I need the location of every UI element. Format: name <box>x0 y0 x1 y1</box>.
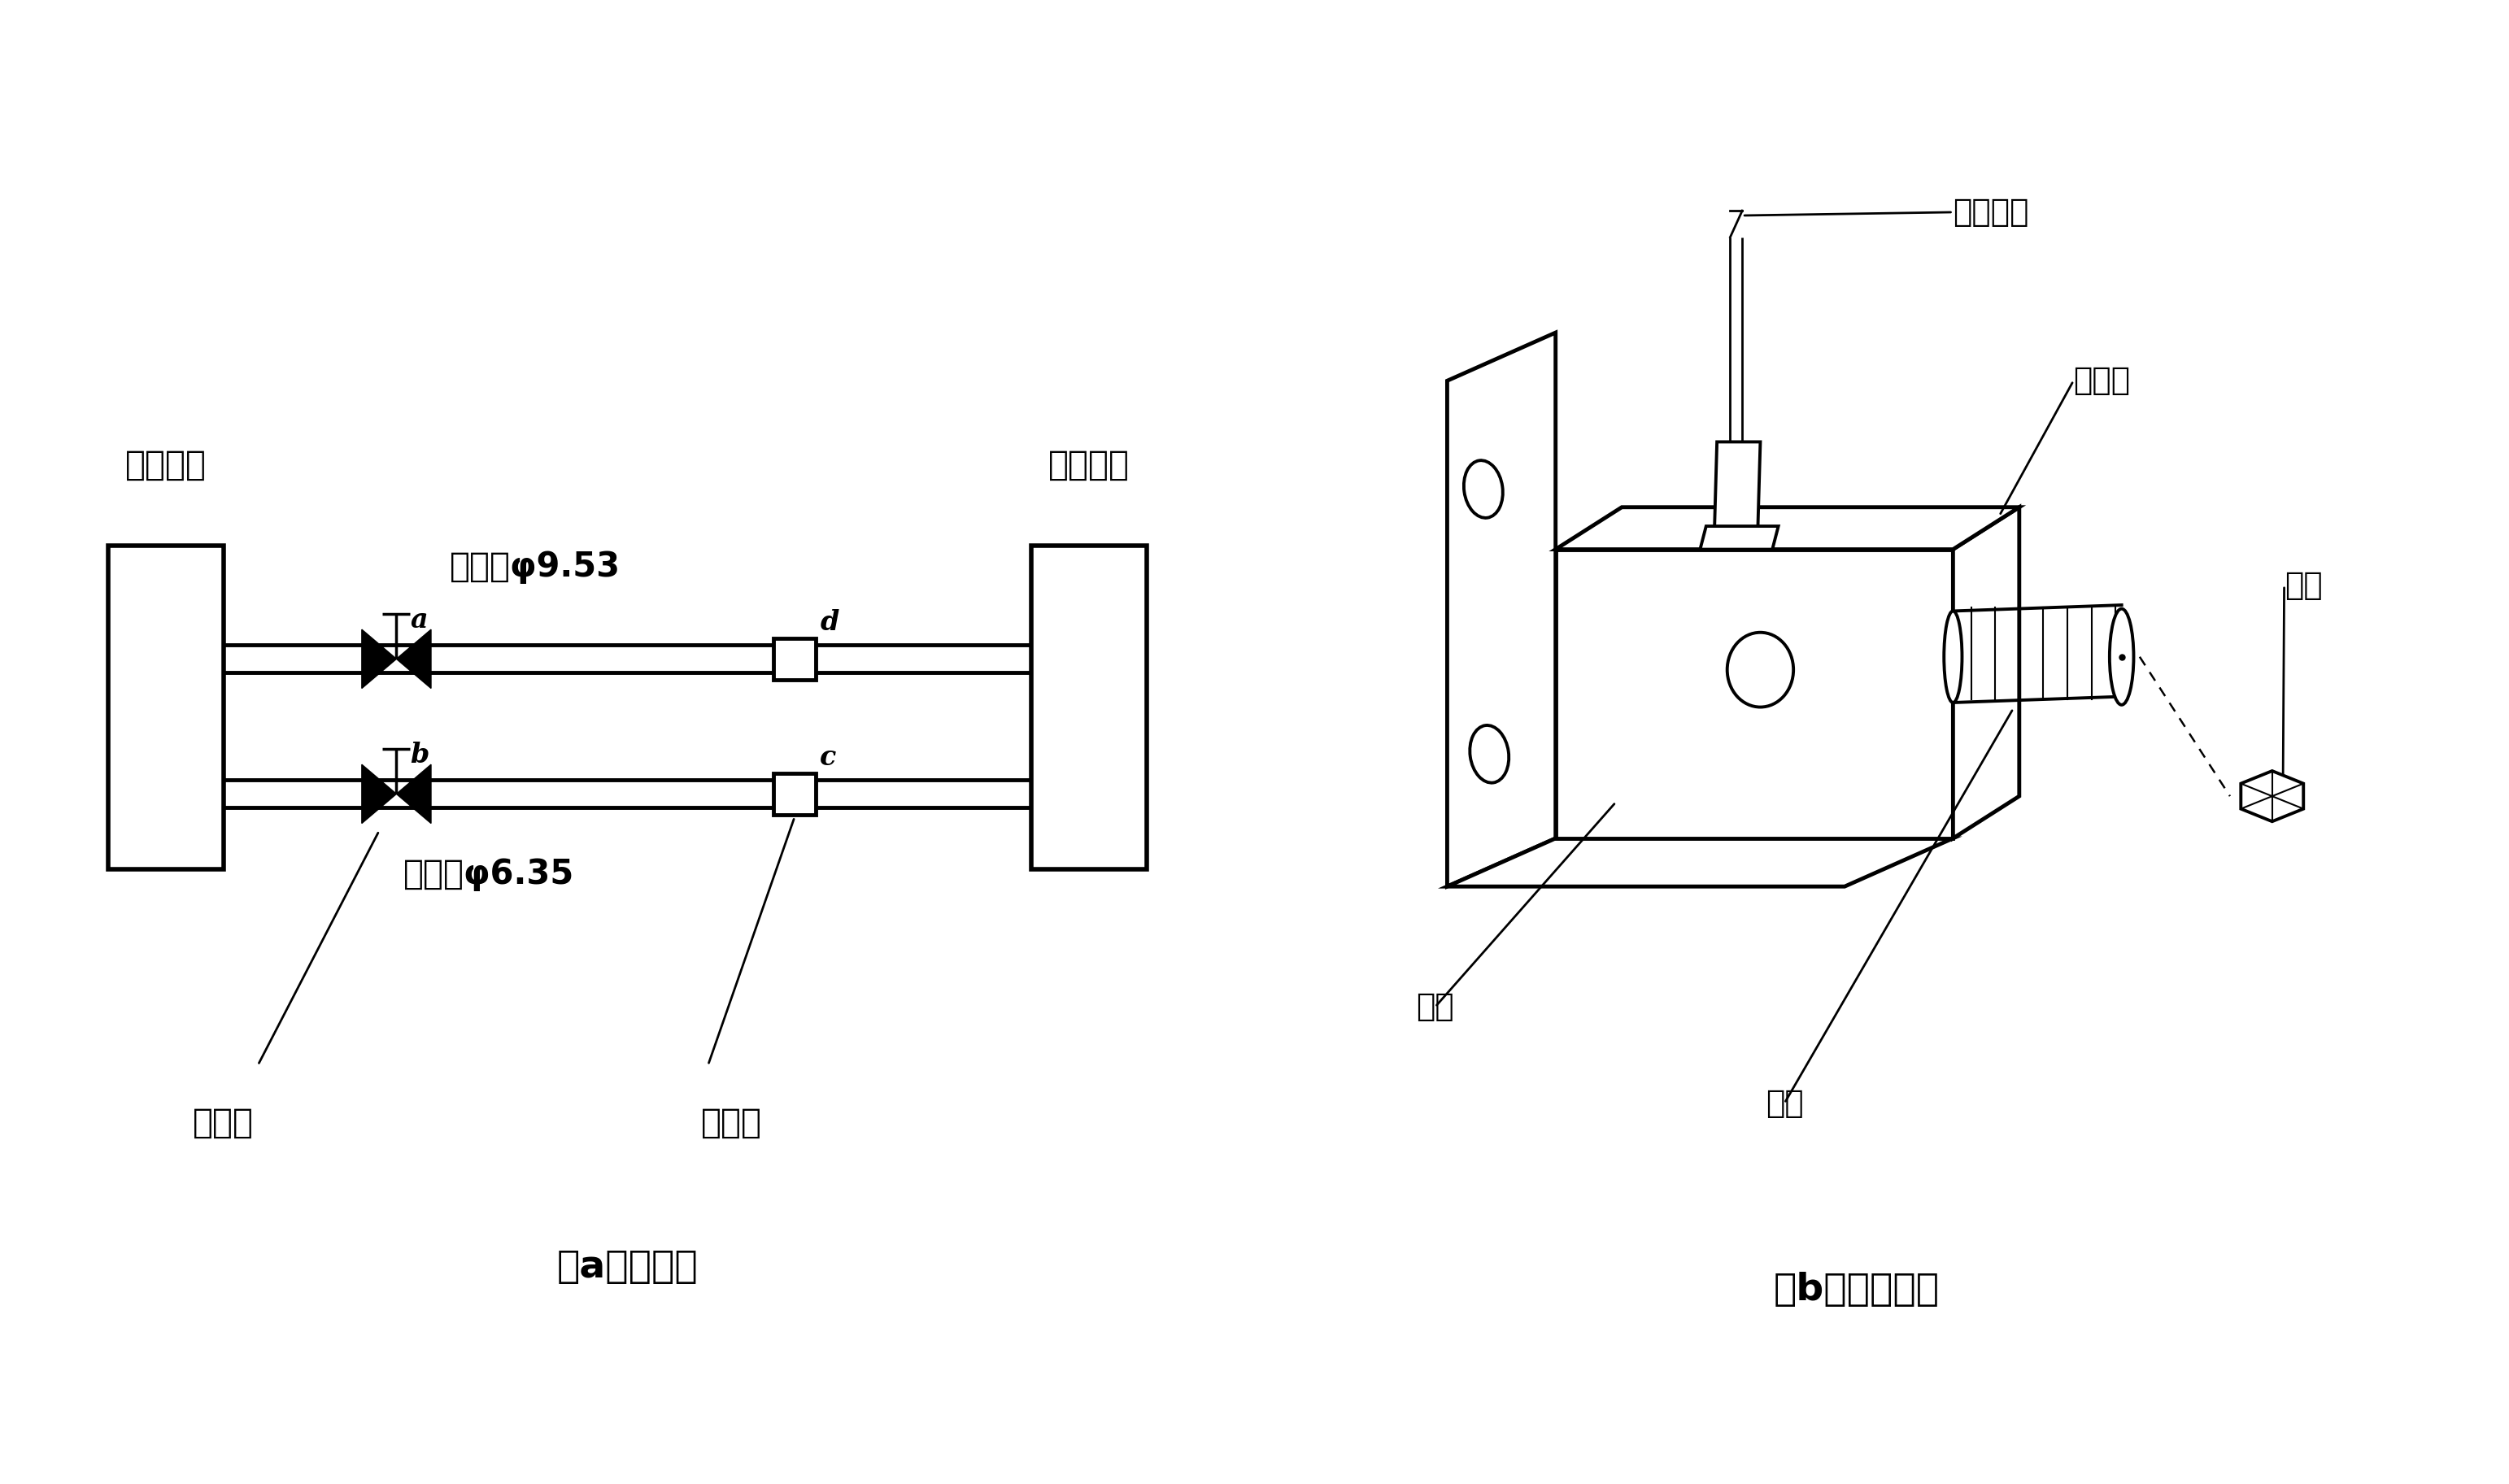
Ellipse shape <box>1470 726 1508 782</box>
Polygon shape <box>1556 549 1952 838</box>
Text: （a）接管图: （a）接管图 <box>557 1248 698 1285</box>
Text: 管接头: 管接头 <box>700 1106 763 1140</box>
Ellipse shape <box>1944 611 1962 702</box>
Polygon shape <box>1952 508 2020 838</box>
Text: a: a <box>411 607 429 634</box>
Text: 阀体: 阀体 <box>1415 991 1455 1022</box>
Bar <box>773 638 815 680</box>
Polygon shape <box>396 629 432 689</box>
Text: 室外机组: 室外机组 <box>125 448 206 482</box>
Bar <box>108 546 223 870</box>
Text: 室内机组: 室内机组 <box>1049 448 1129 482</box>
Text: b: b <box>411 742 429 769</box>
Text: 阀帽: 阀帽 <box>2283 570 2323 601</box>
Polygon shape <box>361 629 396 689</box>
Bar <box>773 773 815 815</box>
Polygon shape <box>2241 770 2303 822</box>
Polygon shape <box>1701 527 1779 549</box>
Ellipse shape <box>1463 460 1503 518</box>
Polygon shape <box>1448 332 1556 886</box>
Bar <box>1031 546 1147 870</box>
Text: 接管螺母: 接管螺母 <box>1952 197 2030 227</box>
Text: 截止阀: 截止阀 <box>193 1106 253 1140</box>
Ellipse shape <box>2110 608 2133 705</box>
Text: d: d <box>820 608 838 635</box>
Polygon shape <box>1556 508 2020 549</box>
Ellipse shape <box>1726 632 1794 706</box>
Text: （b）接口详图: （b）接口详图 <box>1774 1272 1939 1309</box>
Text: 阀杆: 阀杆 <box>1766 1088 1804 1119</box>
Polygon shape <box>361 764 396 824</box>
Polygon shape <box>1714 442 1761 527</box>
Text: c: c <box>820 743 835 770</box>
Text: 气体侧φ9.53: 气体侧φ9.53 <box>449 549 620 583</box>
Polygon shape <box>396 764 432 824</box>
Text: 限位块: 限位块 <box>2072 365 2130 396</box>
Polygon shape <box>1448 838 1952 886</box>
Text: 液体侧φ6.35: 液体侧φ6.35 <box>404 858 575 892</box>
